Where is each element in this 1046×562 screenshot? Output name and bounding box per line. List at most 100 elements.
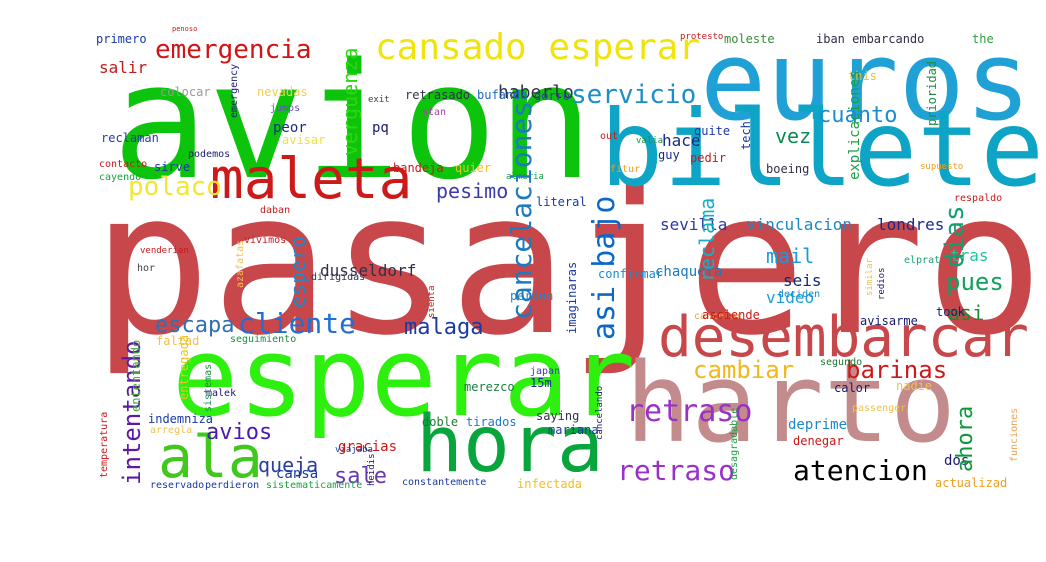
word-barinas: barinas <box>846 356 948 384</box>
word-servicio: servicio <box>571 80 697 110</box>
word-cancelar: cancelar <box>694 311 743 322</box>
word-gorro: gorro <box>534 89 571 103</box>
word-gracias: gracias <box>338 439 398 455</box>
word-desembarcar: desembarcar <box>658 305 1029 370</box>
word-entregada: entregada <box>177 334 191 400</box>
word-azafatas: perdieron <box>205 480 260 491</box>
word-cuanto: cuanto <box>818 103 898 128</box>
word-chaqueta: chaqueta <box>655 264 723 280</box>
word-exit: exit <box>368 95 390 105</box>
word-dirigidas: dirigidas <box>311 272 366 283</box>
word-denegar: denegar <box>793 434 844 448</box>
word-deciden: deciden <box>778 289 821 300</box>
word-the: the <box>972 32 994 46</box>
word-sirve: sirve <box>154 160 191 174</box>
word-jumps: jumps <box>270 103 301 114</box>
word-avios: avios <box>206 420 273 445</box>
word-reservado: sistematicamente <box>266 480 363 491</box>
word-sevilla: sevilla <box>660 215 728 234</box>
word-video: video <box>766 288 815 307</box>
word-took: took <box>936 305 965 319</box>
word-podemos: podemos <box>188 149 231 160</box>
word-vuelvaya: redios <box>877 267 887 300</box>
word-quier: quier <box>455 161 492 175</box>
word-mostrador: cayendo <box>99 172 142 183</box>
word-sistematicamente: penoso <box>172 25 198 33</box>
word-iban-embarcando: iban embarcando <box>816 32 925 46</box>
word-primero: primero <box>96 32 147 46</box>
word-hor: hor <box>137 263 156 274</box>
word-sale: sale <box>334 464 387 489</box>
word-this: this <box>848 69 877 83</box>
word-imaginaras: imaginaras <box>565 261 579 334</box>
word-emergencia: emergencia <box>155 35 312 65</box>
word-avisarme: avisarme <box>860 314 918 328</box>
word-retrasado: retrasado <box>405 88 471 102</box>
word-cliente: retraso <box>626 394 753 429</box>
word-denuncio: contacto <box>99 159 148 170</box>
word-confirmar: confirmar <box>598 267 664 281</box>
word-maleta: maleta <box>210 147 413 212</box>
word-dusseldorf: dusseldorf <box>320 261 417 280</box>
word-quite: quite <box>694 124 731 138</box>
word-hace: hace <box>662 131 701 150</box>
word-almeria: supuesto <box>920 162 964 172</box>
word-asciende: asciende <box>702 308 760 322</box>
word-cliente-main: cliente <box>238 307 357 340</box>
word-perdon: perdon <box>510 289 554 303</box>
word-moleste: moleste <box>724 32 775 46</box>
word-ententando: ententando <box>129 339 143 412</box>
word-euros: euros <box>700 17 1032 145</box>
word-atencion: atencion <box>793 454 928 487</box>
word-espero: espero <box>286 235 310 308</box>
word-saying: saying <box>536 409 580 423</box>
word-nevadas: nevadas <box>257 85 308 99</box>
word-protesto: respaldo <box>954 193 1003 204</box>
word-reclama: reclama <box>695 197 719 282</box>
word-malaga: malaga <box>404 315 484 340</box>
word-actualizad: actualizad <box>935 476 1008 490</box>
word-escapa: escapa <box>155 313 235 338</box>
word-japan: japan <box>530 366 561 377</box>
word-pedir: pedir <box>690 151 727 165</box>
word-cansa: cansa <box>276 466 319 482</box>
word-mariana: mariana <box>548 423 599 437</box>
word-pues: pues <box>946 268 1004 296</box>
word-perdieron: viajaba <box>335 445 373 455</box>
word-emergency: sienta <box>427 285 437 318</box>
word-vinculacion: vinculacion <box>746 215 852 234</box>
word-prioridad: prioridad <box>925 60 939 126</box>
word-quieran: similar <box>865 258 875 296</box>
word-redios: heidis <box>367 453 377 486</box>
word-calor: calor <box>834 381 871 395</box>
word-dos: dos <box>944 453 970 469</box>
word-elprat: elprat <box>904 255 941 266</box>
word-constantemente: constantemente <box>402 477 487 488</box>
word-harto: harto <box>625 339 957 467</box>
word-vez: vez <box>775 124 812 148</box>
word-segundo: segundo <box>820 357 863 368</box>
word-heidis: almeria <box>506 172 544 182</box>
word-venderian: cancelando <box>595 385 605 440</box>
word-vivimos: vivimos <box>244 235 287 246</box>
word-retraso: retraso <box>617 454 736 487</box>
word-stan: stan <box>422 107 447 118</box>
word-esperar: esperar <box>172 313 636 441</box>
word-dias: dias <box>940 205 970 268</box>
word-temperatura: temperatura <box>99 411 110 478</box>
word-infarto: sistemas <box>203 363 214 412</box>
word-avion: avion <box>112 28 594 215</box>
word-cansado-esperar: cansado esperar <box>375 27 701 68</box>
word-funciones: funciones <box>1009 407 1020 462</box>
word-desagradable: desagradable <box>729 407 740 480</box>
word-faltad: faltad <box>156 334 200 348</box>
word-avisar: avisar <box>282 133 326 147</box>
word-pq: pq <box>372 120 389 136</box>
word-billete: billete <box>600 87 1044 210</box>
word-haberlo: haberlo <box>498 82 574 103</box>
word-daban: daban <box>260 205 291 216</box>
word-tech: tech <box>739 121 753 150</box>
word-tirados: tirados <box>466 415 517 429</box>
word-out: out <box>600 131 619 142</box>
